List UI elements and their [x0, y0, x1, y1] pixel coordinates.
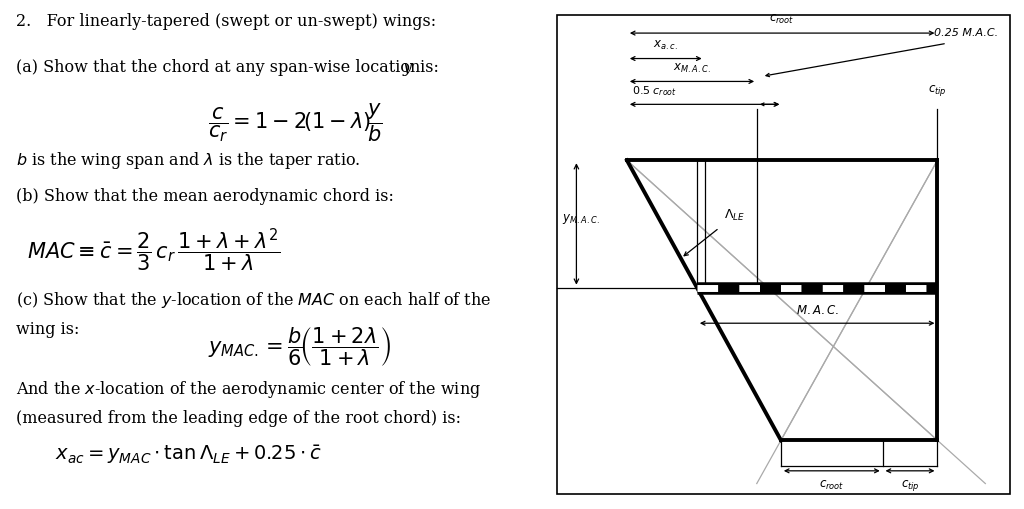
Text: $c_{root}$: $c_{root}$ [819, 478, 845, 492]
Text: 2.   For linearly-tapered (swept or un-swept) wings:: 2. For linearly-tapered (swept or un-swe… [16, 13, 436, 30]
Text: $M.A.C.$: $M.A.C.$ [796, 303, 839, 317]
Text: $y_{M.A.C.}$: $y_{M.A.C.}$ [562, 212, 600, 226]
Text: $c_{root}$: $c_{root}$ [769, 13, 795, 26]
Text: (measured from the leading edge of the root chord) is:: (measured from the leading edge of the r… [16, 410, 462, 427]
Text: $MAC \equiv \bar{c} = \dfrac{2}{3}\,c_r\,\dfrac{1+\lambda+\lambda^2}{1+\lambda}$: $MAC \equiv \bar{c} = \dfrac{2}{3}\,c_r\… [28, 227, 281, 274]
Text: $0.5\;c_{root}$: $0.5\;c_{root}$ [632, 84, 677, 98]
Text: is:: is: [415, 59, 438, 75]
Text: wing is:: wing is: [16, 321, 80, 337]
Text: $\Lambda_{LE}$: $\Lambda_{LE}$ [724, 208, 745, 223]
Text: y: y [402, 59, 412, 75]
Text: $c_{tip}$: $c_{tip}$ [900, 478, 920, 493]
Text: And the $x$-location of the aerodynamic center of the wing: And the $x$-location of the aerodynamic … [16, 379, 481, 400]
Text: $c_{tip}$: $c_{tip}$ [928, 83, 947, 98]
Text: $\dfrac{c}{c_r} = 1 - 2\!\left(1-\lambda\right)\!\dfrac{y}{b}$: $\dfrac{c}{c_r} = 1 - 2\!\left(1-\lambda… [208, 102, 383, 145]
Text: $b$ is the wing span and $\lambda$ is the taper ratio.: $b$ is the wing span and $\lambda$ is th… [16, 150, 361, 171]
Text: $x_{M.A.C.}$: $x_{M.A.C.}$ [673, 62, 711, 75]
Text: (b) Show that the mean aerodynamic chord is:: (b) Show that the mean aerodynamic chord… [16, 188, 394, 205]
Text: $y_{MAC.} = \dfrac{b}{6}\!\left(\dfrac{1+2\lambda}{1+\lambda}\right)$: $y_{MAC.} = \dfrac{b}{6}\!\left(\dfrac{1… [208, 325, 391, 367]
Text: 0.25 M.A.C.: 0.25 M.A.C. [934, 28, 998, 38]
Text: $x_{a.c.}$: $x_{a.c.}$ [653, 39, 678, 52]
Text: (c) Show that the $y$-location of the $\mathit{MAC}$ on each half of the: (c) Show that the $y$-location of the $\… [16, 290, 492, 310]
Text: (a) Show that the chord at any span-wise location: (a) Show that the chord at any span-wise… [16, 59, 426, 75]
Text: $x_{ac} = y_{MAC} \cdot \tan\Lambda_{LE} + 0.25 \cdot \bar{c}$: $x_{ac} = y_{MAC} \cdot \tan\Lambda_{LE}… [55, 443, 322, 466]
